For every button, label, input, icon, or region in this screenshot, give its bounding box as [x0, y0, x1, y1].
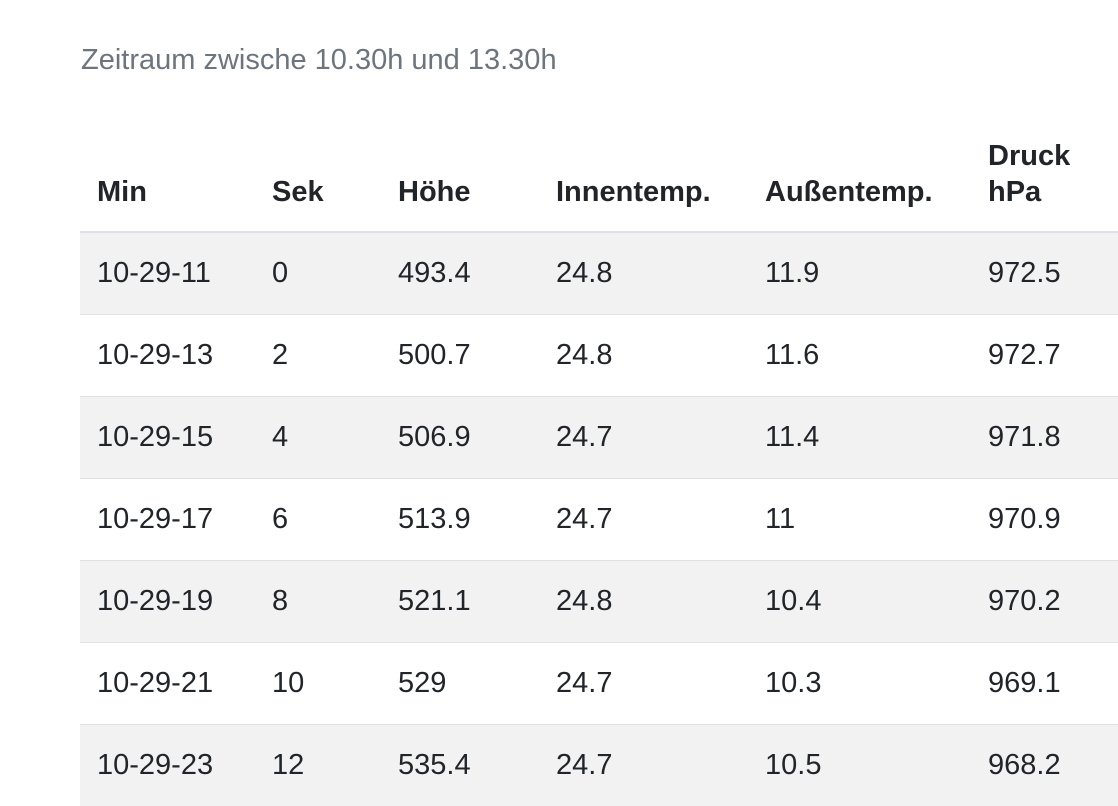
table-cell: 972.5: [971, 232, 1118, 315]
table-cell: 521.1: [381, 561, 539, 643]
table-cell: 24.8: [539, 315, 748, 397]
table-cell: 24.8: [539, 232, 748, 315]
table-cell: 10-29-13: [80, 315, 255, 397]
table-cell: 535.4: [381, 725, 539, 806]
table-cell: 10-29-21: [80, 643, 255, 725]
table-cell: 12: [255, 725, 381, 806]
column-header: Außentemp.: [748, 112, 971, 232]
table-cell: 24.7: [539, 479, 748, 561]
table-cell: 10-29-11: [80, 232, 255, 315]
table-cell: 971.8: [971, 397, 1118, 479]
table-cell: 970.9: [971, 479, 1118, 561]
table-cell: 4: [255, 397, 381, 479]
table-cell: 500.7: [381, 315, 539, 397]
table-cell: 11: [748, 479, 971, 561]
table-cell: 24.8: [539, 561, 748, 643]
table-cell: 968.2: [971, 725, 1118, 806]
table-cell: 0: [255, 232, 381, 315]
column-header: Druck hPa: [971, 112, 1118, 232]
table-cell: 970.2: [971, 561, 1118, 643]
table-cell: 10: [255, 643, 381, 725]
table-cell: 24.7: [539, 397, 748, 479]
table-cell: 529: [381, 643, 539, 725]
caption: Zeitraum zwische 10.30h und 13.30h: [81, 44, 557, 77]
table-cell: 513.9: [381, 479, 539, 561]
table-cell: 8: [255, 561, 381, 643]
table-cell: 10-29-23: [80, 725, 255, 806]
table-cell: 24.7: [539, 725, 748, 806]
table-cell: 10.5: [748, 725, 971, 806]
table-cell: 10-29-15: [80, 397, 255, 479]
table-cell: 2: [255, 315, 381, 397]
table-cell: 493.4: [381, 232, 539, 315]
table-cell: 10.3: [748, 643, 971, 725]
column-header: Sek: [255, 112, 381, 232]
table-cell: 972.7: [971, 315, 1118, 397]
column-header: Min: [80, 112, 255, 232]
table-cell: 10-29-17: [80, 479, 255, 561]
table-cell: 969.1: [971, 643, 1118, 725]
column-header: Innentemp.: [539, 112, 748, 232]
table-cell: 10.4: [748, 561, 971, 643]
table-cell: 11.6: [748, 315, 971, 397]
table-cell: 506.9: [381, 397, 539, 479]
table-cell: 6: [255, 479, 381, 561]
column-header: Höhe: [381, 112, 539, 232]
table-cell: 11.4: [748, 397, 971, 479]
table-cell: 10-29-19: [80, 561, 255, 643]
table-cell: 24.7: [539, 643, 748, 725]
table-cell: 11.9: [748, 232, 971, 315]
